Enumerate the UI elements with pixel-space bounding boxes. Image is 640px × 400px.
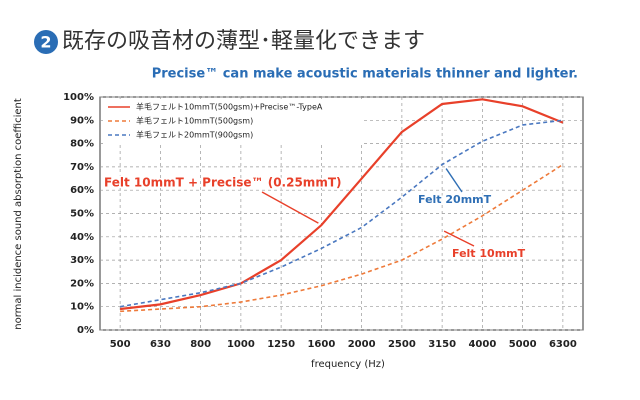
annotation-arrow: [445, 168, 463, 193]
y-tick-label: 90%: [70, 115, 94, 126]
title-badge: [34, 30, 58, 54]
x-axis-label: frequency (Hz): [311, 359, 385, 370]
x-tick-label: 1000: [227, 339, 255, 350]
series-line: [120, 163, 564, 313]
series-line: [119, 119, 563, 308]
y-tick-label: 30%: [70, 255, 94, 266]
legend-label: 羊毛フェルト10mmT(500gsm): [136, 116, 253, 126]
x-tick-label: 5000: [509, 339, 537, 350]
y-tick-label: 80%: [70, 139, 94, 150]
x-tick-label: 630: [150, 339, 171, 350]
y-tick-label: 20%: [70, 278, 94, 289]
chart-title: 既存の吸音材の薄型･軽量化できます: [62, 29, 425, 54]
legend-label: 羊毛フェルト10mmT(500gsm)+Precise™-TypeA: [136, 102, 323, 112]
y-tick-label: 0%: [77, 325, 94, 336]
y-tick-label: 70%: [70, 162, 94, 173]
y-tick-label: 100%: [63, 92, 94, 103]
x-tick-label: 1250: [267, 339, 295, 350]
annotation: Felt 10mmT: [452, 247, 526, 260]
x-tick-label: 1600: [307, 339, 335, 350]
y-tick-label: 60%: [70, 185, 94, 196]
x-tick-label: 800: [190, 339, 211, 350]
y-tick-label: 10%: [70, 302, 94, 313]
legend-label: 羊毛フェルト20mmT(900gsm): [136, 130, 253, 140]
y-tick-label: 40%: [70, 232, 94, 243]
legend-box: [104, 99, 364, 145]
chart-subtitle: Precise™ can make acoustic materials thi…: [152, 67, 578, 82]
x-tick-label: 500: [110, 339, 131, 350]
title-number: 2: [40, 33, 51, 52]
annotation: Felt 20mmT: [418, 193, 492, 206]
y-tick-label: 50%: [70, 209, 94, 220]
x-tick-label: 2500: [388, 339, 416, 350]
x-tick-label: 2000: [348, 339, 376, 350]
x-tick-label: 4000: [468, 339, 496, 350]
annotation-arrow: [443, 230, 475, 247]
series-line: [119, 98, 564, 311]
y-axis-label: normal incidence sound absorption coeffi…: [13, 98, 24, 330]
x-tick-label: 6300: [549, 339, 577, 350]
x-tick-label: 3150: [428, 339, 456, 350]
annotation-arrow: [261, 191, 319, 224]
annotation: Felt 10mmT + Precise™ (0.25mmT): [104, 176, 342, 190]
